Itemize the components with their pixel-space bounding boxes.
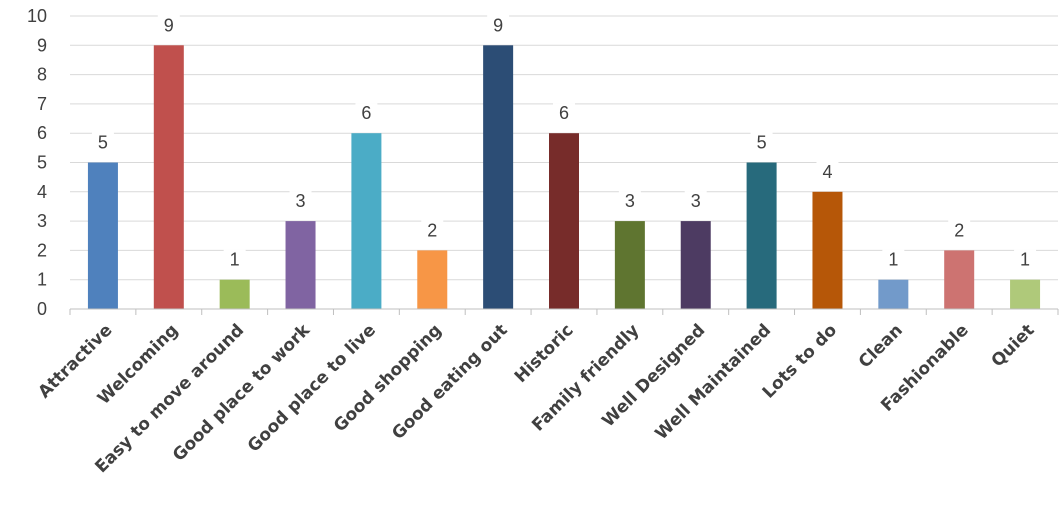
bars bbox=[87, 45, 1041, 310]
data-label-background bbox=[289, 191, 312, 214]
data-label-background bbox=[421, 220, 444, 243]
bar bbox=[153, 45, 184, 310]
data-label-background bbox=[487, 15, 510, 38]
data-label: 9 bbox=[164, 15, 174, 35]
data-label: 3 bbox=[296, 191, 306, 211]
data-label: 6 bbox=[559, 103, 569, 123]
category-label: Quiet bbox=[988, 320, 1039, 371]
y-axis-ticks: 0 1 2 3 4 5 6 7 8 9 10 bbox=[27, 6, 47, 319]
bar bbox=[1010, 279, 1041, 309]
bar bbox=[351, 133, 382, 309]
data-label: 3 bbox=[691, 191, 701, 211]
y-tick-label: 9 bbox=[37, 35, 47, 55]
bar bbox=[285, 221, 316, 309]
category-label: Good place to live bbox=[244, 320, 380, 456]
bar bbox=[812, 191, 843, 309]
y-tick-label: 5 bbox=[37, 153, 47, 173]
data-label-background bbox=[1014, 249, 1037, 272]
data-label-background bbox=[750, 132, 773, 155]
y-tick-label: 8 bbox=[37, 65, 47, 85]
bar bbox=[614, 221, 645, 309]
category-label: Historic bbox=[511, 320, 578, 387]
y-tick-label: 3 bbox=[37, 211, 47, 231]
y-tick-label: 6 bbox=[37, 123, 47, 143]
y-tick-label: 4 bbox=[37, 182, 47, 202]
bar bbox=[483, 45, 514, 310]
y-tick-label: 2 bbox=[37, 240, 47, 260]
data-label: 2 bbox=[427, 220, 437, 240]
y-tick-label: 7 bbox=[37, 94, 47, 114]
data-label: 4 bbox=[822, 162, 832, 182]
bar bbox=[87, 162, 118, 309]
bar bbox=[680, 221, 711, 309]
data-label-background bbox=[948, 220, 971, 243]
data-label: 1 bbox=[1020, 250, 1030, 270]
data-label-background bbox=[355, 103, 378, 126]
bar bbox=[549, 133, 579, 309]
bar bbox=[746, 162, 777, 309]
data-label-background bbox=[816, 161, 839, 184]
bar bbox=[417, 250, 448, 309]
category-label: Good eating out bbox=[388, 320, 511, 443]
bar bbox=[219, 279, 250, 309]
data-label: 1 bbox=[888, 250, 898, 270]
data-label: 6 bbox=[361, 103, 371, 123]
data-label-background bbox=[91, 132, 114, 155]
data-label: 2 bbox=[954, 220, 964, 240]
y-tick-label: 0 bbox=[37, 299, 47, 319]
data-label: 3 bbox=[625, 191, 635, 211]
bar bbox=[944, 250, 975, 309]
bar bbox=[878, 279, 909, 309]
data-label: 5 bbox=[98, 133, 108, 153]
data-label: 5 bbox=[757, 133, 767, 153]
y-tick-label: 10 bbox=[27, 6, 47, 26]
data-label-background bbox=[223, 249, 246, 272]
data-label: 9 bbox=[493, 15, 503, 35]
data-label-background bbox=[618, 191, 641, 214]
y-tick-label: 1 bbox=[37, 270, 47, 290]
category-label: Clean bbox=[855, 320, 907, 372]
data-label-background bbox=[157, 15, 180, 38]
category-label: Well Maintained bbox=[652, 320, 776, 444]
data-label-background bbox=[553, 103, 575, 126]
data-label-background bbox=[684, 191, 707, 214]
data-label-background bbox=[882, 249, 905, 272]
x-axis bbox=[69, 308, 1059, 315]
data-label: 1 bbox=[230, 250, 240, 270]
